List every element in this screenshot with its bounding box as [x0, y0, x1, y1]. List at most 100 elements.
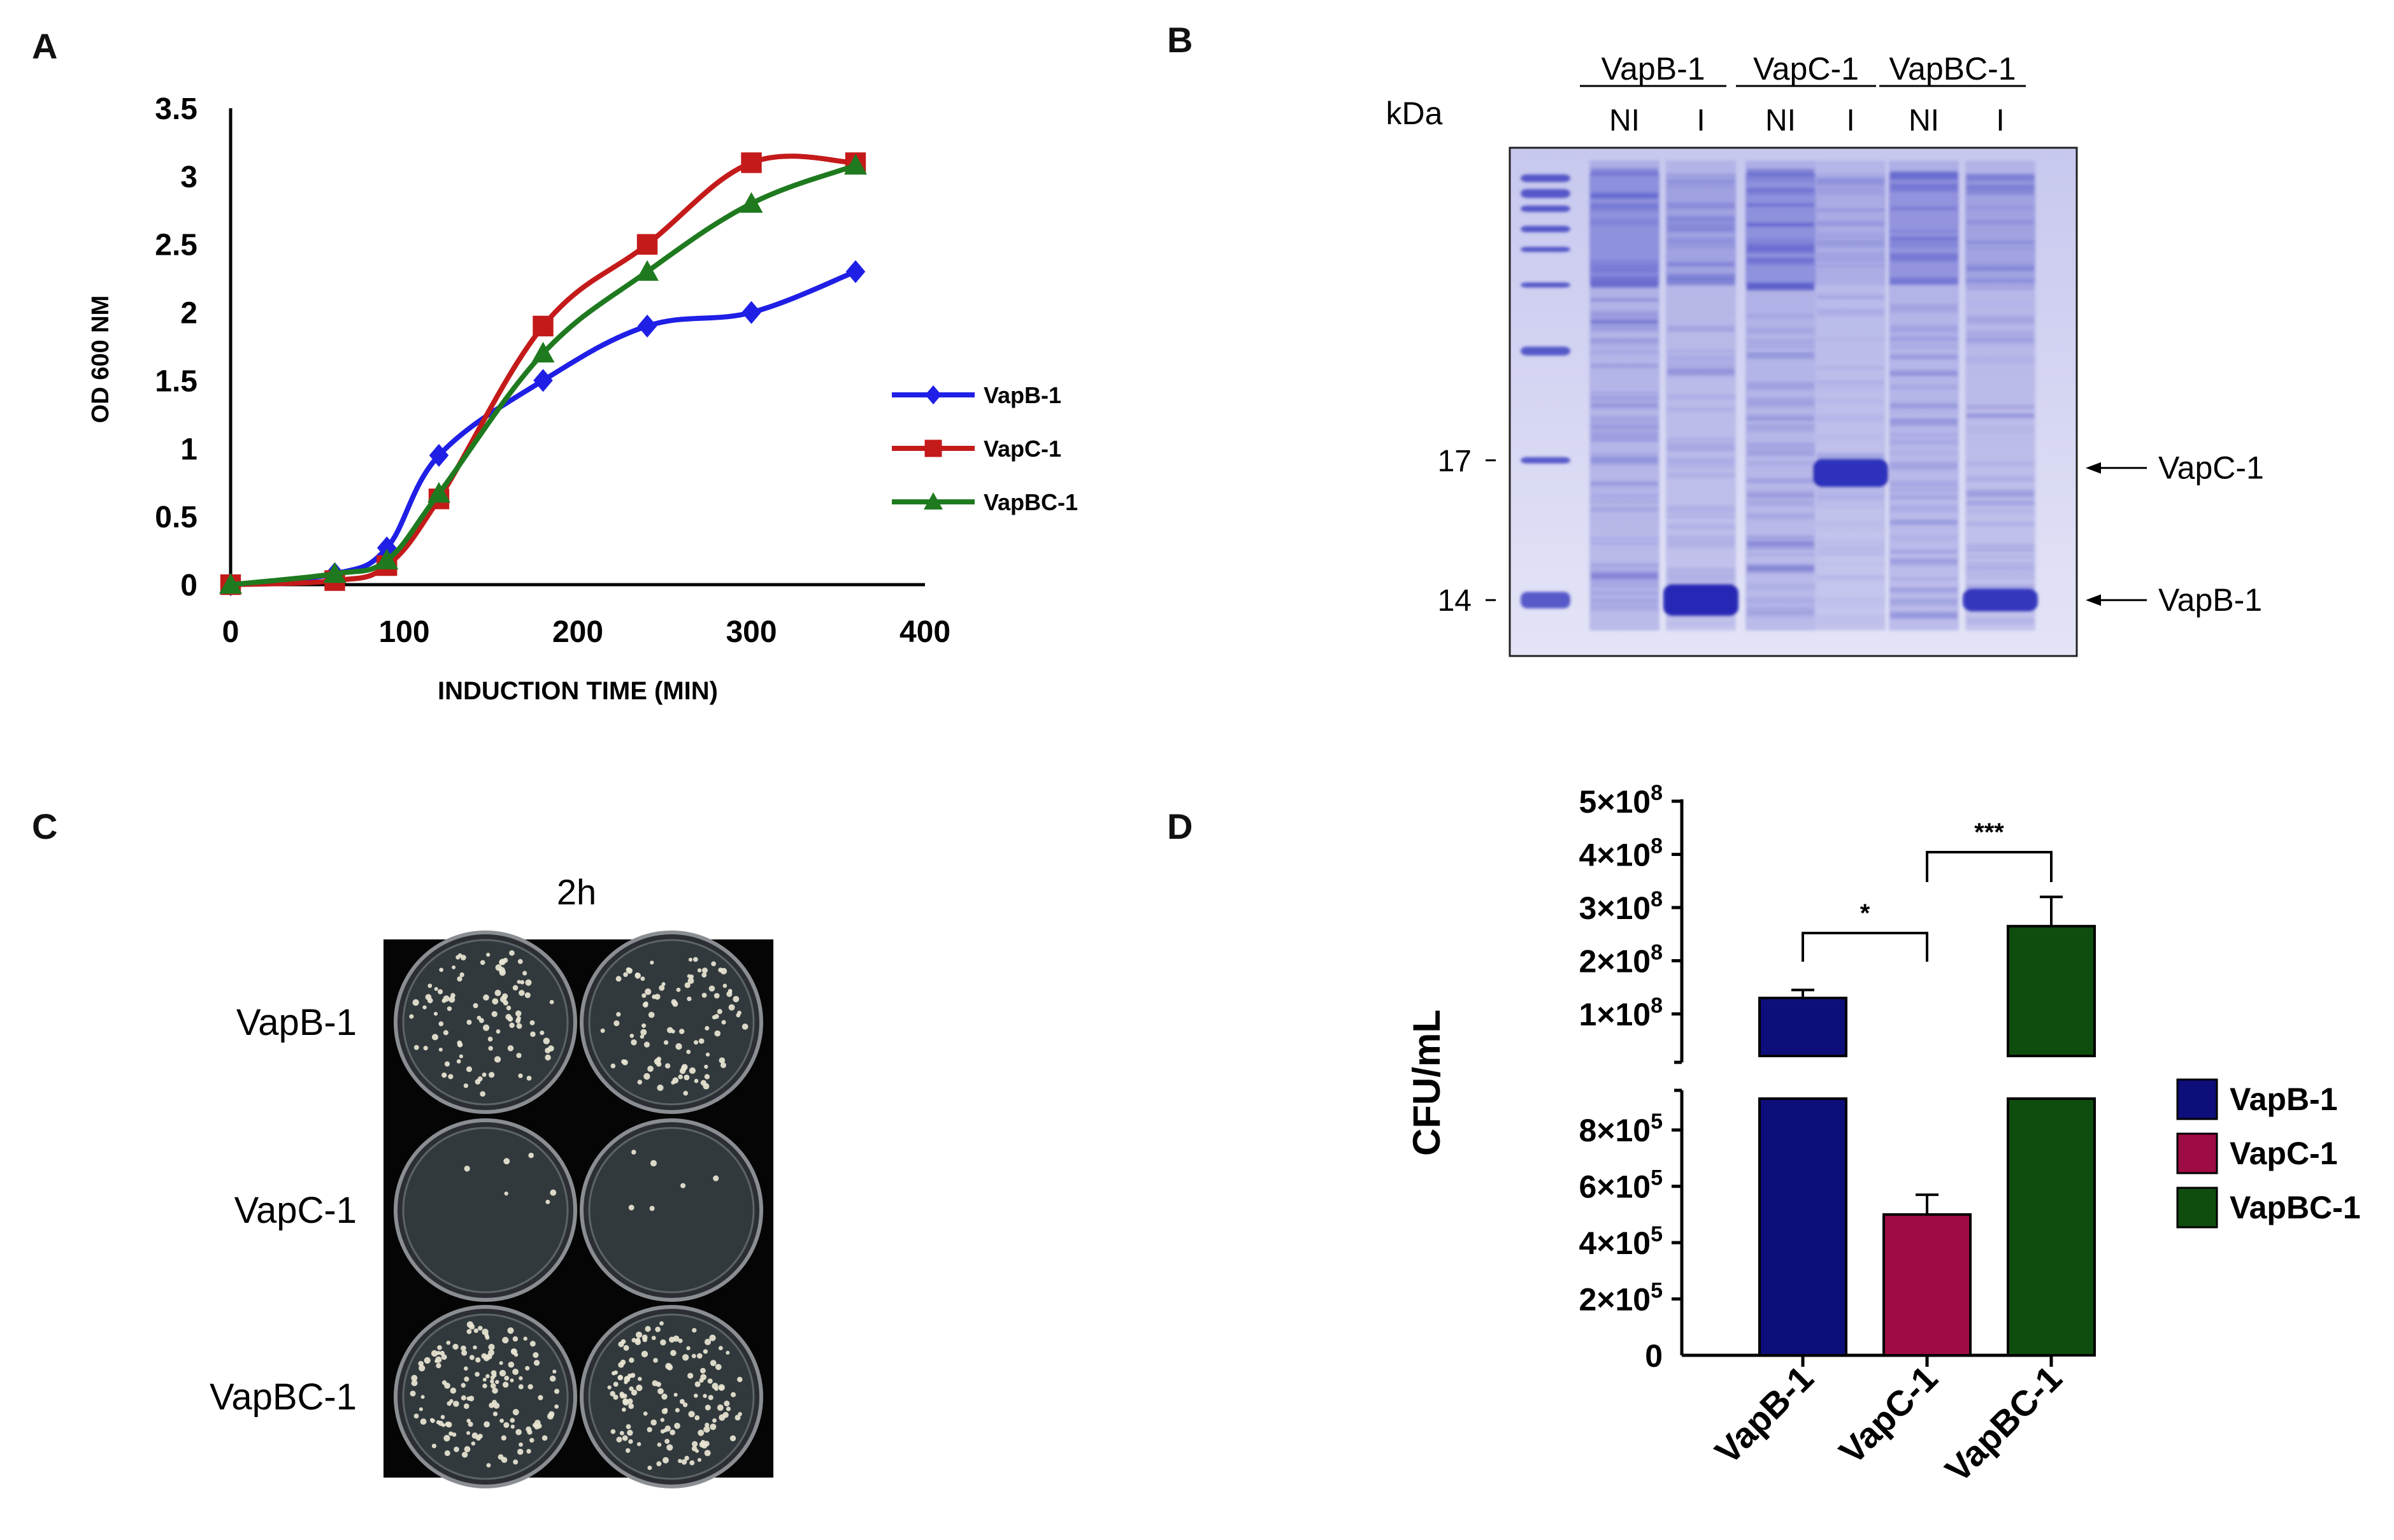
colony: [627, 1373, 633, 1379]
colony: [443, 1030, 448, 1036]
dish-agar: [588, 1313, 755, 1480]
lane-band: [1967, 500, 2034, 506]
lane-band: [1747, 564, 1814, 571]
lane-band: [1591, 350, 1658, 354]
lane-band: [1591, 169, 1658, 175]
colony: [673, 1392, 678, 1397]
lane-band: [1591, 537, 1658, 540]
plate-row-label: VapB-1: [236, 1002, 357, 1043]
colony: [719, 1414, 726, 1421]
colony: [503, 1000, 508, 1006]
colony: [628, 1439, 633, 1444]
lane-band: [1591, 452, 1658, 459]
lane-band: [1747, 429, 1814, 432]
lane-band: [1667, 325, 1735, 332]
lane-band: [1591, 319, 1658, 324]
lane-band: [1890, 337, 1958, 341]
colony: [527, 1384, 533, 1390]
lane-band: [1890, 577, 1958, 580]
colony: [645, 1325, 651, 1332]
lane-band: [1967, 476, 2034, 482]
colony: [524, 992, 531, 999]
colony: [629, 1386, 634, 1392]
lane-band: [1967, 334, 2034, 341]
colony: [530, 1031, 536, 1037]
lane-band: [1967, 521, 2034, 527]
colony: [459, 1054, 463, 1059]
lane-band: [1967, 575, 2034, 581]
colony: [420, 1418, 427, 1425]
lane-band: [1890, 560, 1958, 566]
colony: [506, 1005, 512, 1011]
colony: [431, 1034, 438, 1041]
colony: [480, 960, 485, 966]
colony: [675, 1408, 680, 1413]
colony: [441, 998, 447, 1003]
data-point: [636, 234, 658, 255]
lane-band: [1967, 319, 2034, 325]
lane-band: [1747, 443, 1814, 448]
band-label: VapC-1: [2158, 450, 2264, 486]
colony: [490, 1379, 494, 1384]
colony: [627, 1429, 633, 1436]
lane-band: [1890, 339, 1958, 344]
colony: [668, 1336, 675, 1343]
colony: [718, 1346, 723, 1351]
colony: [419, 1365, 426, 1372]
lane-band: [1817, 380, 1884, 387]
colony: [491, 1011, 498, 1017]
colony: [461, 1383, 466, 1388]
lane-band: [1667, 569, 1735, 573]
colony: [636, 1384, 643, 1392]
petri-dish: [394, 930, 577, 1114]
colony: [484, 1421, 490, 1428]
lane-band: [1890, 432, 1958, 438]
colony: [654, 1058, 661, 1065]
colony: [700, 1367, 706, 1374]
y-tick-label: 2.5: [155, 229, 197, 262]
colony: [412, 999, 419, 1006]
lane-band: [1890, 480, 1958, 487]
colony: [440, 1415, 445, 1420]
colony: [503, 1422, 510, 1429]
colony: [655, 1326, 661, 1332]
lane-band: [1817, 381, 1884, 383]
lane-band: [1890, 488, 1958, 492]
data-point: [533, 315, 554, 337]
gel-group-label: VapBC-1: [1889, 51, 2016, 87]
upper-tick: 4×108: [1579, 834, 1682, 873]
colony: [719, 1386, 724, 1391]
colony: [461, 1345, 466, 1351]
tick-label: 2×108: [1579, 941, 1663, 980]
colony: [660, 1429, 665, 1434]
colony: [510, 1418, 515, 1423]
colony: [628, 1403, 634, 1409]
dish-agar: [402, 1127, 569, 1294]
colony: [664, 1439, 670, 1444]
lane-band: [1890, 403, 1958, 408]
lane-band: [1817, 308, 1884, 314]
colony: [742, 1023, 749, 1030]
colony: [634, 1339, 642, 1346]
colony: [545, 1054, 551, 1061]
colony: [513, 1459, 519, 1465]
colony: [712, 1418, 717, 1423]
colony: [453, 1401, 459, 1407]
lane-band: [1817, 563, 1884, 566]
lane-band: [1967, 338, 2034, 346]
colony: [424, 1357, 431, 1364]
colony: [452, 965, 456, 969]
colony: [689, 1460, 695, 1465]
colony: [733, 995, 740, 1002]
colony: [687, 996, 692, 1001]
colony: [422, 1005, 427, 1009]
data-point: [375, 548, 399, 569]
lane-band: [1817, 539, 1884, 546]
colony: [678, 1338, 683, 1343]
colony: [469, 1323, 475, 1330]
lane-band: [1591, 601, 1658, 606]
lane-band: [1591, 457, 1658, 464]
lane-band: [1667, 514, 1735, 518]
lane-band: [1817, 453, 1884, 460]
colony: [664, 1063, 671, 1069]
